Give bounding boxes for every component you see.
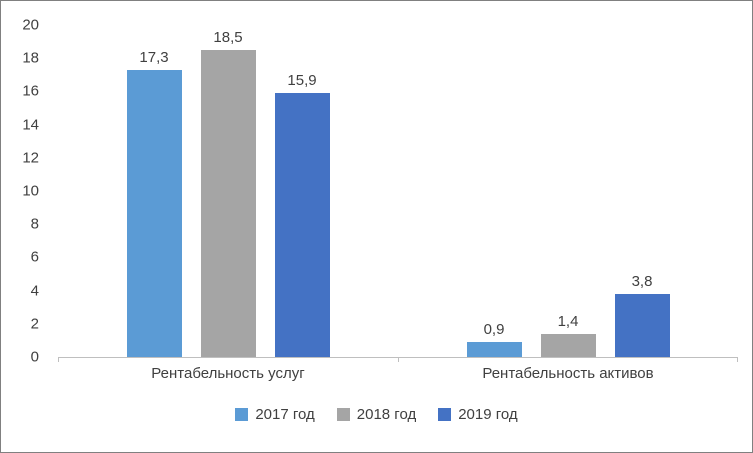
bar-series-2-category-1 bbox=[614, 293, 670, 357]
legend-swatch bbox=[235, 408, 249, 421]
y-axis-label: 0 bbox=[30, 348, 39, 366]
legend-item: 2019 год bbox=[438, 406, 518, 423]
legend-label: 2019 год bbox=[458, 406, 518, 423]
legend-swatch bbox=[336, 408, 350, 421]
bar-value-label: 1,4 bbox=[557, 312, 579, 330]
plot-area: 17,3 18,5 15,9 0,9 1,4 3,8 bbox=[58, 25, 738, 362]
bar-series-0-category-1 bbox=[466, 342, 522, 357]
legend-swatch bbox=[438, 408, 452, 421]
y-axis-label: 10 bbox=[22, 182, 39, 200]
bar-series-1-category-0 bbox=[200, 49, 256, 357]
x-axis-category-labels: Рентабельность услуг Рентабельность актив… bbox=[58, 365, 738, 382]
y-axis-label: 6 bbox=[30, 248, 39, 266]
bar-with-label: 1,4 bbox=[540, 25, 596, 357]
legend-label: 2018 год bbox=[356, 406, 417, 423]
bar-series-1-category-1 bbox=[540, 333, 596, 357]
bar-value-label: 0,9 bbox=[483, 321, 505, 339]
y-axis: 0 2 4 6 8 10 12 14 16 18 20 bbox=[1, 18, 49, 365]
bar-with-label: 15,9 bbox=[274, 25, 330, 357]
category-label: Рентабельность активов bbox=[482, 365, 654, 382]
y-axis-label: 8 bbox=[30, 215, 39, 233]
bar-value-label: 3,8 bbox=[631, 272, 653, 290]
bar-group: 17,3 18,5 15,9 bbox=[58, 25, 398, 357]
y-axis-label: 12 bbox=[22, 149, 39, 167]
x-axis-tick bbox=[737, 357, 738, 362]
bar-series-2-category-0 bbox=[274, 93, 330, 357]
category-label: Рентабельность услуг bbox=[151, 365, 305, 382]
plot-groups: 17,3 18,5 15,9 0,9 1,4 3,8 bbox=[58, 25, 738, 357]
bar-with-label: 0,9 bbox=[466, 25, 522, 357]
bar-with-label: 18,5 bbox=[200, 25, 256, 357]
x-axis-tick bbox=[398, 357, 399, 362]
y-axis-label: 18 bbox=[22, 49, 39, 67]
bar-series-0-category-0 bbox=[126, 69, 182, 357]
y-axis-label: 2 bbox=[30, 315, 39, 333]
bar-value-label: 18,5 bbox=[213, 28, 243, 46]
y-axis-label: 20 bbox=[22, 16, 39, 34]
y-axis-label: 4 bbox=[30, 282, 39, 300]
y-axis-label: 14 bbox=[22, 116, 39, 134]
bar-value-label: 15,9 bbox=[287, 72, 317, 90]
bar-with-label: 17,3 bbox=[126, 25, 182, 357]
legend-item: 2017 год bbox=[235, 406, 315, 423]
bar-value-label: 17,3 bbox=[139, 48, 169, 66]
legend-item: 2018 год bbox=[336, 406, 417, 423]
x-axis-tick bbox=[58, 357, 59, 362]
bar-with-label: 3,8 bbox=[614, 25, 670, 357]
legend: 2017 год 2018 год 2019 год bbox=[1, 406, 752, 423]
y-axis-label: 16 bbox=[22, 82, 39, 100]
bar-group: 0,9 1,4 3,8 bbox=[398, 25, 738, 357]
legend-label: 2017 год bbox=[255, 406, 315, 423]
